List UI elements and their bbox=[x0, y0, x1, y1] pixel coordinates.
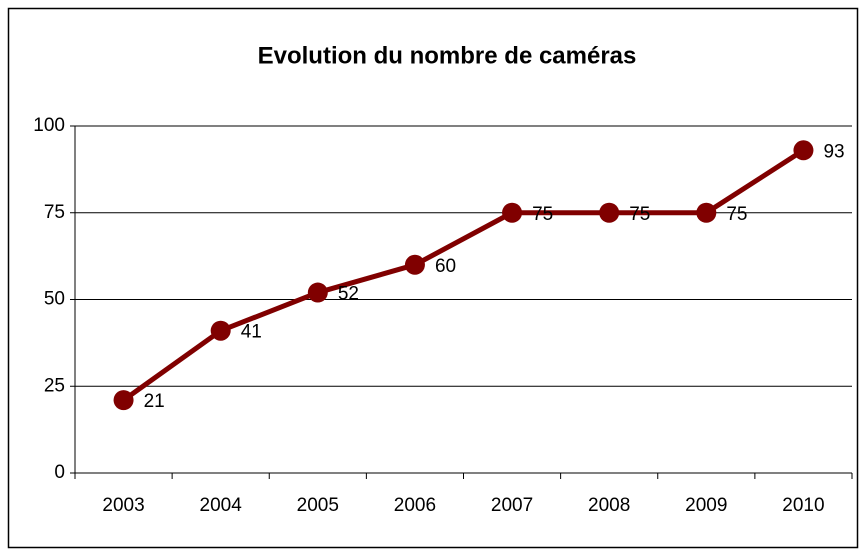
data-point bbox=[307, 282, 328, 303]
data-label: 41 bbox=[241, 322, 262, 343]
data-point bbox=[210, 320, 231, 341]
x-tick-label: 2005 bbox=[297, 495, 339, 516]
data-point bbox=[599, 202, 620, 223]
y-tick-label: 50 bbox=[44, 289, 65, 310]
data-label: 75 bbox=[629, 204, 650, 225]
y-tick-label: 100 bbox=[33, 115, 65, 136]
x-tick-label: 2010 bbox=[782, 495, 824, 516]
data-line bbox=[122, 148, 805, 403]
chart-title: Evolution du nombre de caméras bbox=[258, 42, 637, 69]
x-tick-label: 2009 bbox=[685, 495, 727, 516]
data-label: 60 bbox=[435, 256, 456, 277]
x-tick-label: 2003 bbox=[102, 495, 144, 516]
data-point bbox=[696, 202, 717, 223]
x-tick-label: 2004 bbox=[200, 495, 243, 516]
data-point bbox=[793, 140, 814, 161]
data-label: 75 bbox=[532, 204, 553, 225]
data-point bbox=[502, 202, 523, 223]
x-tick-label: 2006 bbox=[394, 495, 436, 516]
chart-frame bbox=[7, 7, 859, 549]
y-tick-label: 25 bbox=[44, 375, 65, 396]
data-point bbox=[404, 254, 425, 275]
x-tick-label: 2008 bbox=[588, 495, 630, 516]
x-tick-label: 2007 bbox=[491, 495, 533, 516]
y-tick-label: 75 bbox=[44, 202, 65, 223]
data-point bbox=[113, 390, 134, 411]
data-label: 75 bbox=[726, 204, 747, 225]
y-tick-label: 0 bbox=[54, 462, 65, 483]
data-label: 93 bbox=[823, 141, 844, 162]
data-label: 21 bbox=[144, 391, 165, 412]
data-label: 52 bbox=[338, 284, 359, 305]
